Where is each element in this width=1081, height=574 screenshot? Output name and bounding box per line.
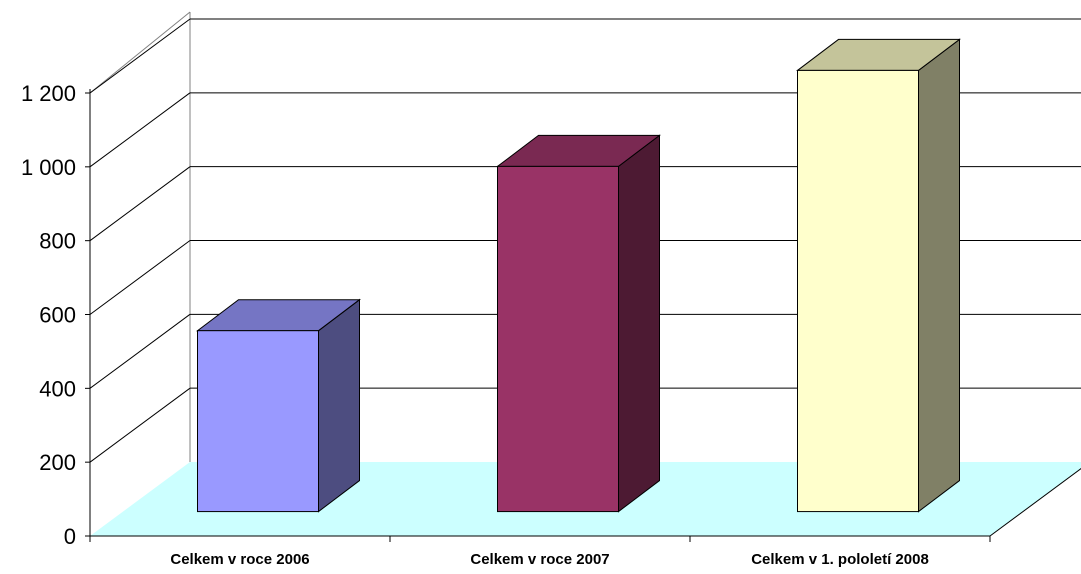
x-category-labels: Celkem v roce 2006 Celkem v roce 2007 Celk…: [170, 551, 928, 568]
y-tick-labels: 0 200 400 600 800 1 000 1 200: [21, 81, 76, 549]
axes: [85, 89, 1081, 542]
y-tick-label: 400: [39, 376, 76, 401]
y-tick-label: 1 000: [21, 155, 76, 180]
bars: [196, 38, 961, 513]
bar-side-2: [618, 134, 660, 513]
bar-1: [196, 298, 361, 513]
x-category-label: Celkem v roce 2007: [470, 551, 609, 568]
side-wall-top-edge: [89, 11, 191, 94]
x-category-label: Celkem v roce 2006: [170, 551, 309, 568]
y-tick-label: 0: [64, 524, 76, 549]
bar-side-3: [918, 38, 960, 513]
y-tick-label: 1 200: [21, 81, 76, 106]
bar-front-3: [797, 69, 919, 513]
floor-right-edge: [989, 468, 1081, 537]
x-category-label: Celkem v 1. pololetí 2008: [751, 551, 929, 568]
gridline-side-200: [89, 387, 191, 463]
gridline-side-1200: [89, 18, 191, 94]
gridline-side-400: [89, 313, 191, 389]
gridline-side-800: [89, 166, 191, 242]
y-tick-label: 800: [39, 229, 76, 254]
y-tick-label: 600: [39, 303, 76, 328]
y-tick-label: 200: [39, 450, 76, 475]
bar-3: [796, 38, 961, 513]
gridline-side-1000: [89, 92, 191, 168]
bar-side-1: [318, 298, 360, 513]
bar-front-2: [497, 165, 619, 513]
bar-2: [496, 134, 661, 513]
bar-front-1: [197, 330, 319, 513]
gridline-side-600: [89, 240, 191, 315]
